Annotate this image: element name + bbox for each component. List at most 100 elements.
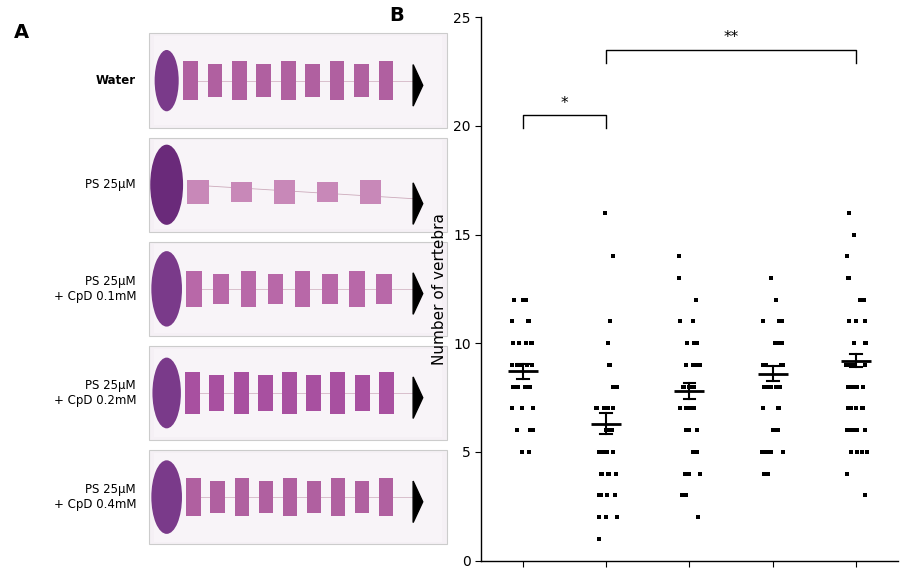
FancyBboxPatch shape — [149, 138, 447, 232]
Point — [591, 513, 606, 522]
Point — [756, 317, 771, 326]
Point — [522, 382, 536, 391]
Text: A: A — [14, 22, 29, 42]
Point — [526, 404, 541, 413]
Ellipse shape — [151, 460, 182, 534]
FancyBboxPatch shape — [208, 64, 222, 97]
Point — [516, 295, 531, 304]
Point — [771, 317, 785, 326]
Point — [839, 360, 853, 370]
Point — [775, 317, 789, 326]
Point — [593, 469, 608, 478]
Point — [511, 382, 525, 391]
FancyBboxPatch shape — [213, 273, 229, 304]
Point — [842, 382, 856, 391]
Point — [691, 513, 706, 522]
Point — [596, 404, 610, 413]
Point — [608, 491, 622, 500]
Point — [774, 360, 788, 370]
Point — [515, 447, 530, 456]
Polygon shape — [413, 377, 423, 419]
Text: *: * — [561, 96, 568, 110]
Point — [506, 382, 521, 391]
Point — [521, 382, 535, 391]
Point — [592, 447, 607, 456]
Point — [679, 491, 694, 500]
Point — [840, 469, 854, 478]
Point — [522, 426, 537, 435]
Point — [756, 360, 770, 370]
Point — [521, 317, 535, 326]
Point — [689, 426, 704, 435]
Point — [856, 295, 871, 304]
Point — [520, 360, 534, 370]
Point — [678, 382, 692, 391]
Point — [759, 447, 774, 456]
FancyBboxPatch shape — [257, 64, 271, 97]
Point — [598, 208, 612, 217]
Point — [845, 426, 860, 435]
Point — [518, 382, 532, 391]
FancyBboxPatch shape — [153, 140, 443, 229]
FancyBboxPatch shape — [153, 348, 443, 438]
Point — [606, 404, 620, 413]
Point — [769, 426, 784, 435]
FancyBboxPatch shape — [354, 64, 369, 97]
Point — [759, 382, 774, 391]
Point — [602, 469, 617, 478]
Point — [689, 339, 704, 348]
Point — [841, 273, 855, 283]
FancyBboxPatch shape — [355, 375, 370, 411]
Point — [606, 447, 620, 456]
Point — [855, 295, 870, 304]
FancyBboxPatch shape — [149, 450, 447, 545]
Point — [600, 469, 615, 478]
Polygon shape — [413, 183, 423, 224]
FancyBboxPatch shape — [210, 375, 224, 411]
Point — [519, 382, 533, 391]
Text: PS 25μM
+ CpD 0.4mM: PS 25μM + CpD 0.4mM — [54, 483, 136, 511]
Point — [523, 339, 538, 348]
Point — [768, 295, 783, 304]
Point — [769, 382, 784, 391]
Point — [519, 295, 533, 304]
Point — [846, 360, 861, 370]
Point — [510, 360, 524, 370]
FancyBboxPatch shape — [330, 372, 346, 414]
Point — [858, 339, 873, 348]
Ellipse shape — [151, 251, 182, 327]
FancyBboxPatch shape — [307, 375, 321, 411]
FancyBboxPatch shape — [281, 61, 296, 101]
Point — [775, 317, 790, 326]
Point — [601, 469, 616, 478]
Point — [844, 404, 859, 413]
Point — [764, 273, 778, 283]
Point — [689, 447, 704, 456]
Point — [505, 317, 520, 326]
Point — [505, 360, 520, 370]
Text: PS 25μM: PS 25μM — [85, 178, 136, 191]
Point — [684, 382, 698, 391]
Point — [512, 360, 527, 370]
FancyBboxPatch shape — [376, 273, 392, 304]
Polygon shape — [413, 481, 423, 523]
Point — [840, 404, 854, 413]
Point — [757, 469, 772, 478]
Point — [609, 382, 623, 391]
Point — [601, 360, 616, 370]
Point — [609, 469, 623, 478]
Point — [859, 447, 873, 456]
Point — [606, 382, 620, 391]
Point — [683, 382, 697, 391]
Point — [756, 382, 771, 391]
Point — [600, 404, 615, 413]
FancyBboxPatch shape — [360, 181, 382, 204]
FancyBboxPatch shape — [186, 478, 200, 516]
Point — [688, 404, 702, 413]
Point — [525, 404, 540, 413]
Point — [599, 513, 613, 522]
Point — [687, 339, 701, 348]
FancyBboxPatch shape — [258, 481, 273, 513]
Point — [681, 426, 696, 435]
Point — [686, 360, 700, 370]
